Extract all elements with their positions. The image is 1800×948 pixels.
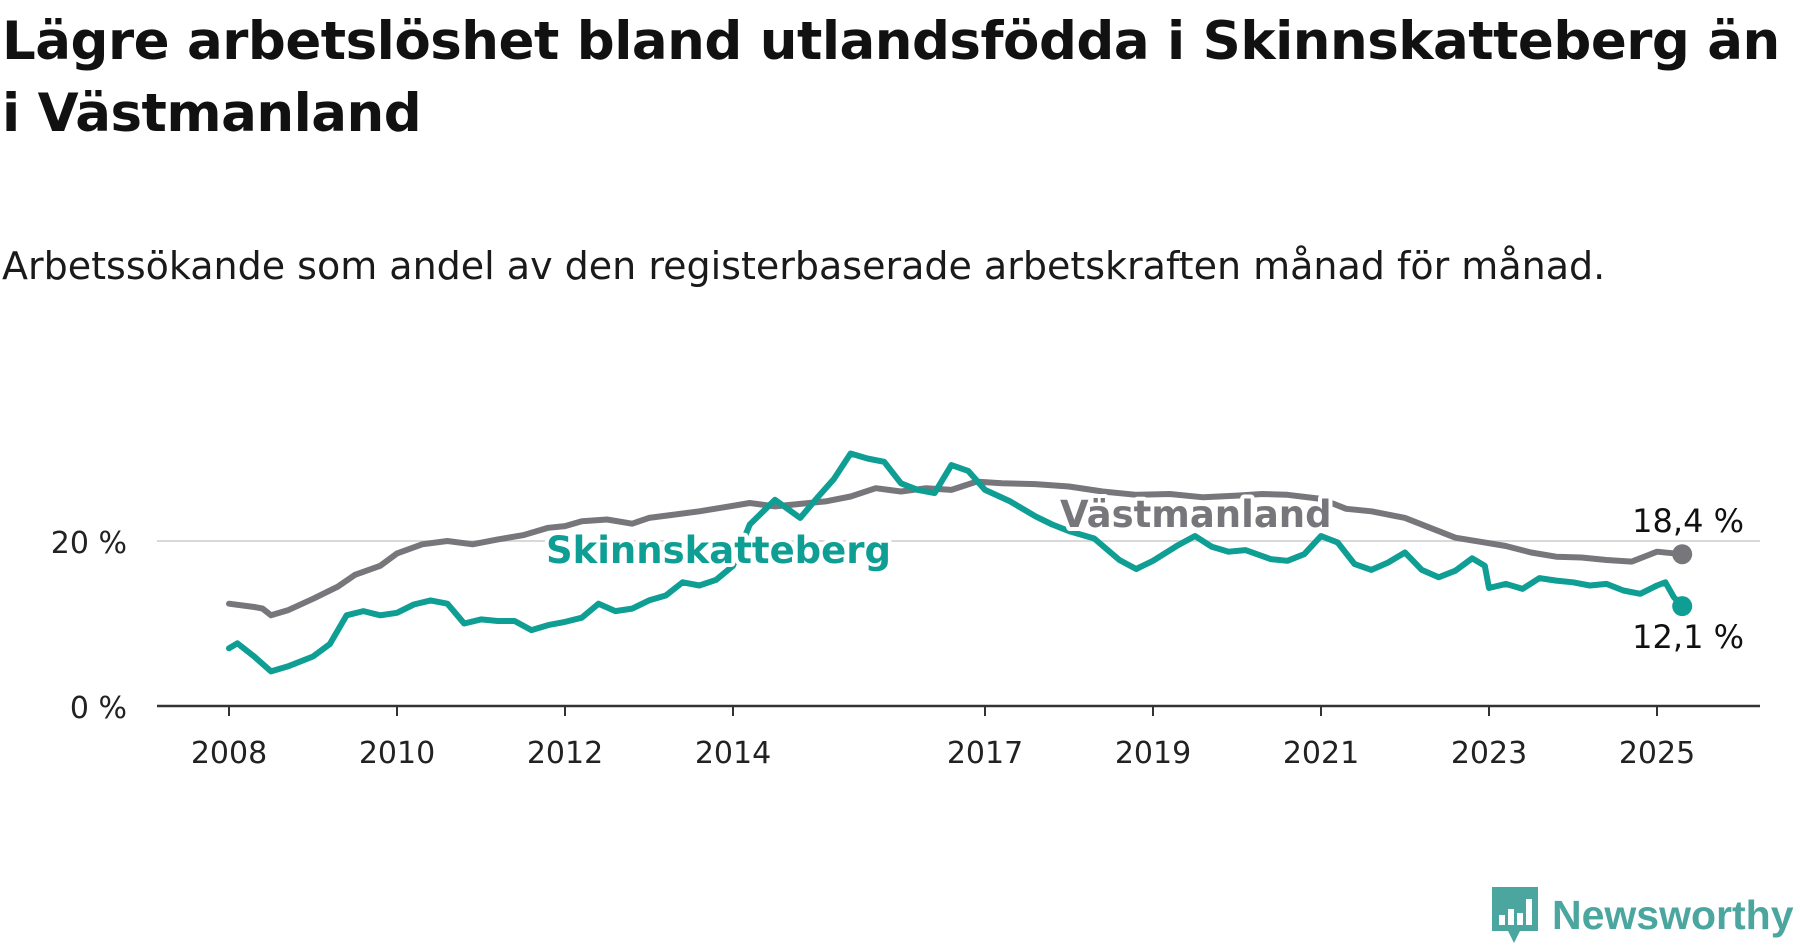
y-tick-label: 0 % [70,691,127,726]
x-tick-label: 2021 [1283,736,1359,771]
newsworthy-logo-icon [1492,887,1538,943]
x-tick-label: 2008 [191,736,267,771]
series-end-dot-västmanland [1672,544,1693,565]
series-lines [226,450,1693,675]
x-tick-label: 2012 [527,736,603,771]
x-tick-label: 2023 [1451,736,1527,771]
series-label-skinnskatteberg: Skinnskatteberg [546,529,891,572]
series-line-västmanland [226,478,1686,619]
series-label-västmanland: Västmanland [1060,493,1332,536]
x-tick-label: 2019 [1115,736,1191,771]
chart-title: Lägre arbetslöshet bland utlandsfödda i … [2,11,1780,144]
series-labels: Västmanland Skinnskatteberg 18,4 % 12,1 % [542,489,1747,659]
series-end-label-västmanland: 18,4 % [1632,502,1744,540]
series-line-skinnskatteberg [226,450,1686,675]
x-tick-label: 2010 [359,736,435,771]
x-tick-label: 2025 [1619,736,1695,771]
newsworthy-brand: Newsworthy [1490,885,1794,945]
brand-name: Newsworthy [1552,891,1794,938]
series-end-label-skinnskatteberg: 12,1 % [1632,618,1744,656]
chart-subtitle: Arbetssökande som andel av den registerb… [2,244,1606,288]
x-tick-label: 2017 [947,736,1023,771]
x-tick-label: 2014 [695,736,771,771]
series-end-dot-skinnskatteberg [1672,596,1693,617]
line-chart: 0 % 20 % 2008 2010 2012 2014 2017 2019 2021 2023 2… [51,450,1760,771]
y-tick-label: 20 % [51,526,127,561]
axes: 0 % 20 % 2008 2010 2012 2014 2017 2019 2021 2023 2… [51,526,1760,771]
